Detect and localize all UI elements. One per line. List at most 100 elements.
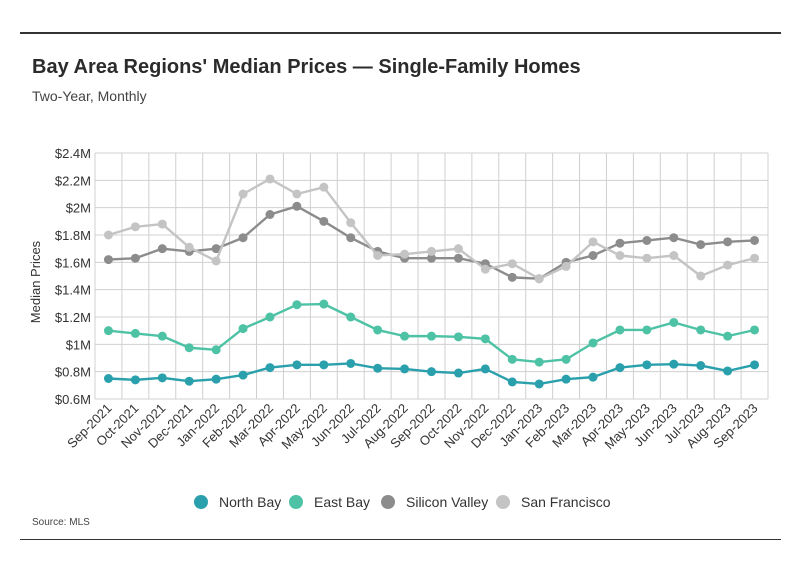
legend-item: San Francisco [496, 494, 611, 510]
data-point [642, 235, 652, 245]
legend-item: East Bay [289, 494, 370, 510]
axes: $0.6M $0.8M $1M $1.2M $1.4M $1.6M $1.8M $2M $2.2… [55, 146, 761, 452]
data-point [588, 251, 598, 260]
data-point [480, 264, 490, 274]
data-point [319, 182, 329, 192]
top-rule [20, 32, 781, 34]
data-point [346, 358, 356, 368]
data-point [400, 249, 410, 259]
source-note: Source: MLS [32, 517, 90, 528]
data-point [453, 244, 463, 254]
data-point [507, 259, 517, 269]
data-point [534, 274, 544, 284]
legend-swatch [289, 495, 303, 509]
data-point [265, 312, 275, 322]
data-point [292, 201, 302, 211]
data-point [507, 354, 517, 364]
data-point [723, 260, 733, 270]
data-point [130, 222, 140, 232]
legend-item: North Bay [194, 494, 281, 510]
data-point [588, 372, 598, 382]
data-point [292, 300, 302, 310]
series-line [108, 177, 755, 280]
series-san-francisco [103, 174, 760, 284]
data-point [480, 364, 490, 374]
series-east-bay [103, 299, 760, 367]
data-point [319, 299, 329, 309]
y-tick-label: $2.4M [55, 146, 91, 161]
data-point [157, 219, 167, 229]
data-point [615, 238, 625, 248]
data-point [211, 244, 221, 254]
data-point [130, 328, 140, 338]
y-tick-label: $0.6M [55, 392, 91, 407]
data-point [723, 366, 733, 376]
data-point [750, 325, 760, 335]
data-point [669, 317, 679, 327]
y-tick-label: $1M [66, 337, 91, 352]
data-point [292, 360, 302, 370]
data-point [427, 331, 436, 341]
data-point [561, 354, 571, 364]
data-point [346, 312, 356, 322]
data-point [373, 251, 383, 260]
legend-swatch [496, 495, 510, 509]
series-lines [103, 174, 760, 389]
legend-swatch [194, 495, 208, 509]
data-point [238, 324, 248, 334]
data-point [723, 331, 733, 341]
data-point [507, 377, 517, 387]
data-point [265, 363, 275, 373]
data-point [265, 174, 275, 184]
data-point [615, 363, 625, 373]
y-tick-label: $1.6M [55, 255, 91, 270]
data-point [400, 364, 410, 374]
data-point [615, 325, 625, 335]
y-tick-label: $1.4M [55, 283, 91, 298]
data-point [427, 246, 436, 256]
data-point [238, 189, 248, 199]
data-point [211, 256, 221, 266]
data-point [669, 251, 679, 260]
data-point [346, 233, 356, 243]
legend-label: San Francisco [521, 494, 611, 510]
legend-label: North Bay [219, 494, 281, 510]
series-silicon-valley [103, 201, 760, 284]
series-line [108, 205, 755, 280]
data-point [157, 373, 167, 383]
data-point [346, 218, 356, 228]
data-point [642, 253, 652, 263]
data-point [642, 325, 652, 335]
y-axis-label: Median Prices [28, 240, 43, 323]
legend-label: Silicon Valley [406, 494, 488, 510]
y-tick-label: $0.8M [55, 365, 91, 380]
data-point [588, 338, 598, 348]
y-tick-label: $1.8M [55, 228, 91, 243]
data-point [157, 244, 167, 254]
data-point [373, 325, 383, 335]
data-point [696, 361, 706, 371]
data-point [265, 210, 275, 219]
data-point [130, 375, 140, 385]
series-north-bay [103, 358, 760, 389]
data-point [103, 326, 113, 336]
bottom-rule [20, 539, 781, 540]
data-point [319, 216, 329, 226]
data-point [453, 368, 463, 378]
data-point [750, 360, 760, 370]
data-point [211, 374, 221, 384]
legend-swatch [381, 495, 395, 509]
data-point [292, 189, 302, 199]
y-tick-label: $2M [66, 201, 91, 216]
data-point [184, 376, 194, 386]
data-point [534, 379, 544, 389]
data-point [453, 332, 463, 342]
data-point [696, 271, 706, 281]
data-point [373, 363, 383, 373]
data-point [561, 374, 571, 384]
data-point [238, 233, 248, 243]
data-point [211, 345, 221, 355]
data-point [238, 370, 248, 380]
y-tick-label: $2.2M [55, 173, 91, 188]
